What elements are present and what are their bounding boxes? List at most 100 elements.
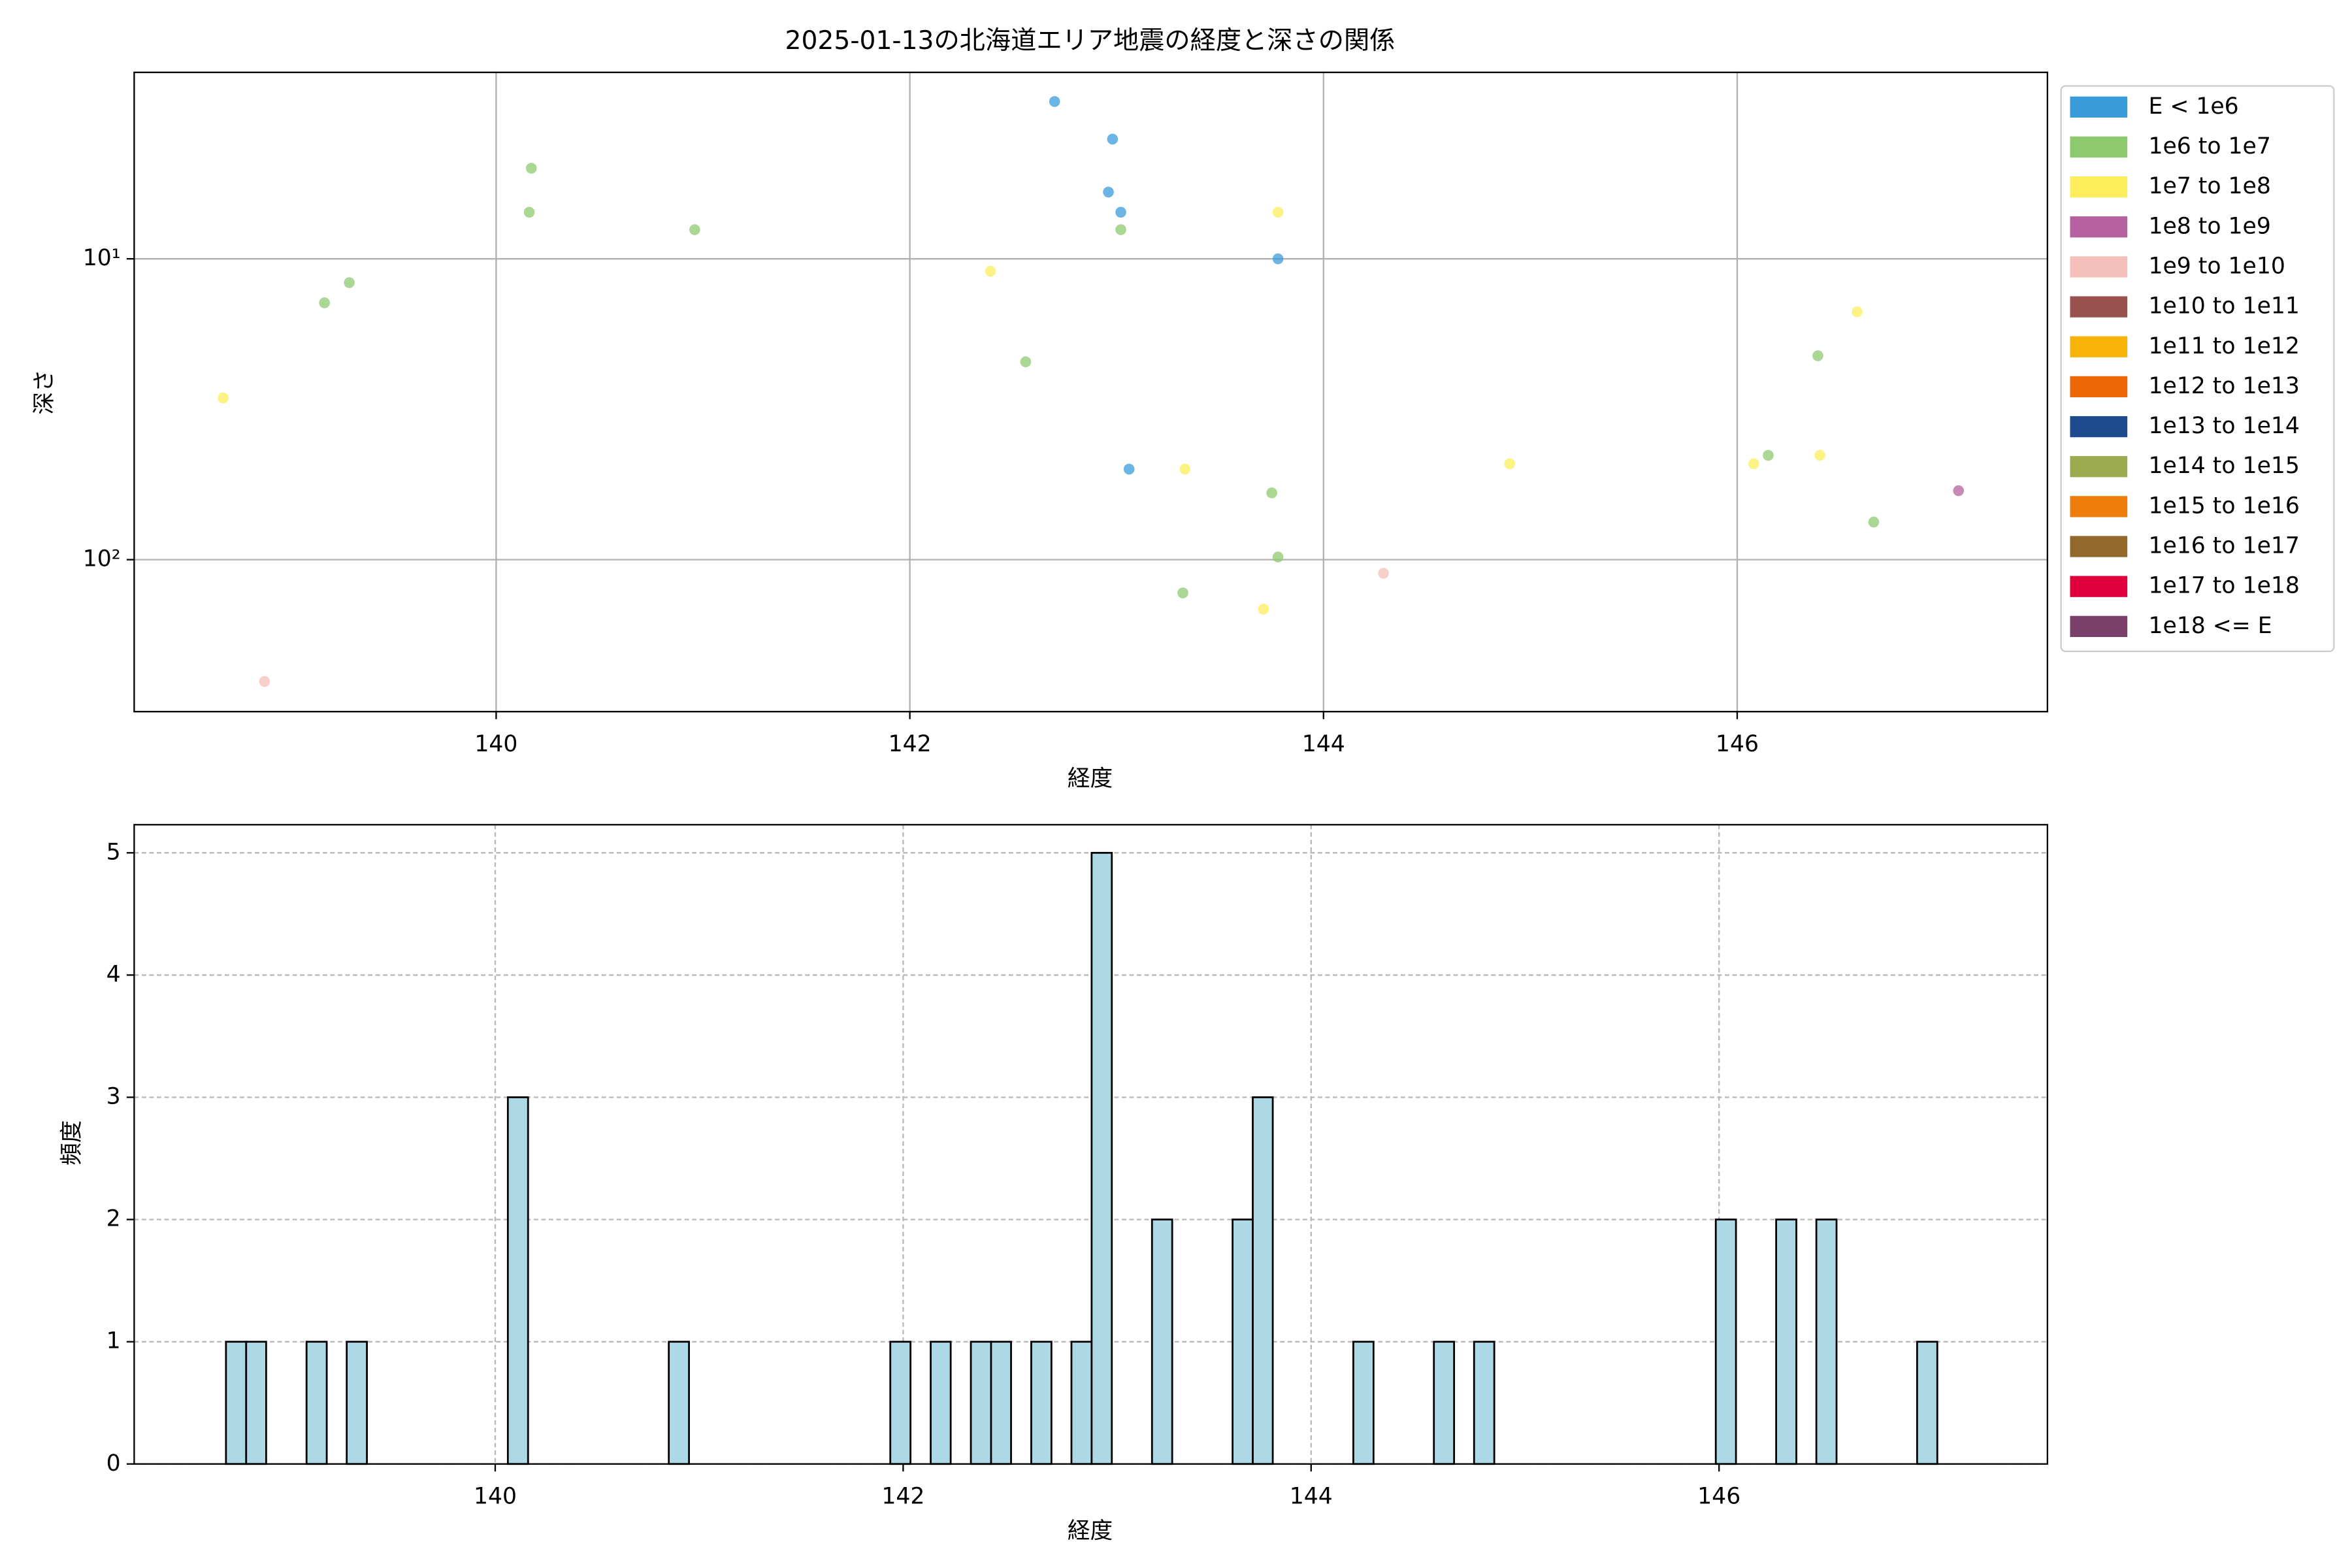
point	[1763, 449, 1774, 461]
bar	[1232, 1218, 1254, 1465]
legend-label: 1e18 <= E	[2148, 613, 2272, 639]
legend-label: 1e9 to 1e10	[2148, 253, 2285, 279]
x-tick-label: 142	[881, 1484, 924, 1510]
point	[985, 265, 996, 277]
bar	[889, 1341, 912, 1465]
y-axis-label: 頻度	[59, 1120, 85, 1166]
bar	[1030, 1341, 1053, 1465]
legend-swatch	[2070, 456, 2128, 478]
legend-label: 1e12 to 1e13	[2148, 373, 2299, 399]
legend-label: 1e17 to 1e18	[2148, 573, 2299, 599]
point	[1049, 96, 1060, 107]
legend-swatch	[2070, 576, 2128, 597]
point	[1123, 463, 1135, 475]
legend-swatch	[2070, 296, 2128, 318]
legend-label: 1e16 to 1e17	[2148, 533, 2299, 559]
legend-swatch	[2070, 376, 2128, 398]
y-tick-label: 2	[106, 1206, 121, 1232]
point	[1378, 568, 1389, 579]
legend-label: 1e13 to 1e14	[2148, 413, 2299, 439]
y-tick-label: 4	[106, 961, 121, 987]
legend-label: 1e10 to 1e11	[2148, 293, 2299, 319]
point	[1852, 306, 1863, 318]
point	[1272, 206, 1284, 218]
bar	[1252, 1096, 1274, 1465]
x-tick-label: 140	[474, 1484, 517, 1510]
bar	[1916, 1341, 1938, 1465]
y-tick-label: 10²	[83, 546, 121, 572]
x-axis-label: 経度	[1068, 766, 1113, 792]
point	[523, 206, 535, 218]
point	[1953, 485, 1965, 497]
bar	[1473, 1341, 1495, 1465]
legend-swatch	[2070, 256, 2128, 278]
point	[1504, 458, 1516, 470]
point	[218, 392, 229, 404]
point	[1812, 350, 1823, 361]
x-tick-label: 144	[1302, 731, 1345, 757]
legend-swatch	[2070, 96, 2128, 118]
y-tick-label: 0	[106, 1450, 121, 1477]
legend-label: 1e11 to 1e12	[2148, 333, 2299, 359]
point	[1272, 551, 1284, 563]
point	[1115, 206, 1126, 218]
legend-label: 1e15 to 1e16	[2148, 493, 2299, 519]
bar	[970, 1341, 992, 1465]
point	[319, 297, 330, 308]
bar	[1775, 1218, 1797, 1465]
point	[1258, 603, 1269, 615]
legend-swatch	[2070, 536, 2128, 557]
point	[689, 224, 700, 235]
bar	[990, 1341, 1012, 1465]
legend-swatch	[2070, 615, 2128, 637]
point	[525, 163, 537, 174]
bar	[1433, 1341, 1456, 1465]
legend-label: 1e8 to 1e9	[2148, 213, 2270, 239]
point	[344, 277, 355, 288]
legend-swatch	[2070, 216, 2128, 238]
point	[1103, 186, 1114, 198]
bar	[225, 1341, 248, 1465]
x-tick-label: 146	[1697, 1484, 1740, 1510]
y-tick-label: 1	[106, 1328, 121, 1354]
point	[1179, 463, 1190, 475]
legend-label: 1e6 to 1e7	[2148, 133, 2270, 159]
point	[1177, 587, 1188, 598]
point	[1748, 458, 1759, 470]
legend-swatch	[2070, 176, 2128, 198]
legend-label: 1e14 to 1e15	[2148, 453, 2299, 479]
plot-frame	[133, 71, 2048, 713]
bar	[305, 1341, 328, 1465]
bar	[1151, 1218, 1173, 1465]
bar	[1070, 1341, 1093, 1465]
y-tick-label: 3	[106, 1084, 121, 1110]
legend-label: 1e7 to 1e8	[2148, 173, 2270, 199]
legend-swatch	[2070, 136, 2128, 158]
plot-frame	[133, 824, 2048, 1465]
bar	[1352, 1341, 1375, 1465]
legend-swatch	[2070, 336, 2128, 357]
point	[1115, 224, 1126, 235]
bar	[506, 1096, 529, 1465]
point	[259, 676, 270, 687]
bar	[1714, 1218, 1737, 1465]
x-tick-label: 142	[889, 731, 932, 757]
x-axis-label: 経度	[1068, 1518, 1113, 1544]
legend-box	[2060, 85, 2335, 653]
legend-swatch	[2070, 496, 2128, 517]
x-tick-label: 144	[1290, 1484, 1333, 1510]
point	[1266, 487, 1277, 498]
point	[1814, 449, 1825, 461]
legend-swatch	[2070, 416, 2128, 438]
x-tick-label: 146	[1716, 731, 1759, 757]
bar	[1815, 1218, 1838, 1465]
bar	[346, 1341, 368, 1465]
legend-label: E < 1e6	[2148, 93, 2238, 120]
y-tick-label: 5	[106, 839, 121, 865]
point	[1107, 133, 1119, 145]
chart-title: 2025-01-13の北海道エリア地震の経度と深さの関係	[785, 26, 1396, 56]
y-axis-label: 深さ	[31, 369, 57, 414]
